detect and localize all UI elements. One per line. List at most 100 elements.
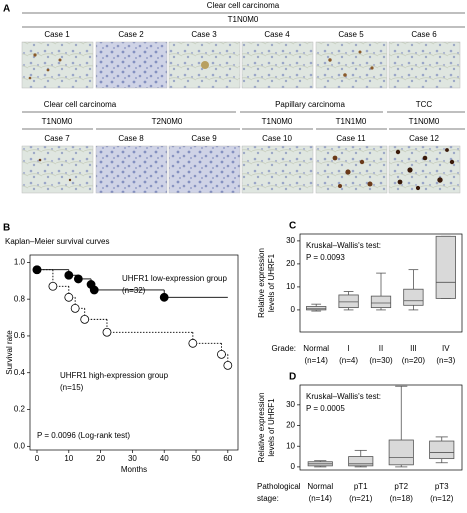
n-label: (n=4) bbox=[339, 356, 358, 365]
group-label: TCC bbox=[416, 100, 433, 109]
case-label: Case 6 bbox=[411, 30, 437, 39]
micrograph bbox=[388, 41, 461, 89]
plot-frame bbox=[29, 254, 239, 451]
y-tick-label: 20 bbox=[286, 259, 295, 268]
censor-marker bbox=[217, 349, 226, 359]
case-label: Case 5 bbox=[338, 30, 364, 39]
y-tick-label: 0.8 bbox=[14, 294, 26, 303]
x-axis-label: Grade: bbox=[272, 344, 296, 353]
x-tick-label: 60 bbox=[223, 454, 232, 463]
micrograph bbox=[21, 145, 94, 194]
censor-marker bbox=[32, 265, 42, 275]
box bbox=[435, 235, 456, 299]
x-tick-label: pT3 bbox=[435, 482, 449, 491]
y-tick-label: 0 bbox=[291, 462, 296, 471]
x-tick-label: Normal bbox=[307, 482, 333, 491]
group-label: Clear cell carcinoma bbox=[207, 1, 280, 10]
x-tick-label: Normal bbox=[303, 344, 329, 353]
censor-marker bbox=[64, 292, 74, 302]
case-label: Case 2 bbox=[118, 30, 144, 39]
stage-label: T1N0M0 bbox=[42, 117, 73, 126]
case-label: Case 10 bbox=[262, 134, 292, 143]
x-tick-label: 50 bbox=[192, 454, 201, 463]
y-tick-label: 0.2 bbox=[14, 405, 26, 414]
x-tick-label: IV bbox=[442, 344, 450, 353]
micrograph bbox=[241, 145, 314, 194]
x-tick-label: pT1 bbox=[354, 482, 368, 491]
micrograph bbox=[168, 145, 241, 194]
case-label: Case 12 bbox=[409, 134, 439, 143]
censor-marker bbox=[159, 292, 169, 302]
y-axis-label: Survival rate bbox=[5, 330, 14, 375]
x-axis-label: Months bbox=[121, 465, 147, 474]
micrograph bbox=[388, 145, 461, 194]
stain bbox=[38, 148, 455, 191]
y-tick-label: 30 bbox=[286, 400, 295, 409]
panel-label: A bbox=[3, 4, 10, 15]
case-label: Case 11 bbox=[336, 134, 366, 143]
case-label: Case 1 bbox=[44, 30, 70, 39]
censor-marker bbox=[188, 338, 198, 348]
panel-a: A Clear cell carcinoma T1N0M0 Case 1 Cas… bbox=[3, 1, 465, 194]
y-axis-label: Relative expression bbox=[257, 248, 266, 318]
plot-frame bbox=[299, 384, 463, 471]
p-value: P = 0.0005 bbox=[306, 404, 345, 413]
x-tick-label: 0 bbox=[35, 454, 40, 463]
micrograph bbox=[95, 41, 168, 89]
x-tick-label: II bbox=[379, 344, 383, 353]
x-tick-label: 10 bbox=[64, 454, 73, 463]
x-tick-label: I bbox=[347, 344, 349, 353]
group-label: Clear cell carcinoma bbox=[44, 100, 117, 109]
panel-label: B bbox=[3, 223, 10, 234]
micrograph bbox=[95, 145, 168, 194]
y-tick-label: 10 bbox=[286, 282, 295, 291]
n-label: (n=14) bbox=[309, 494, 333, 503]
box bbox=[429, 440, 455, 460]
legend-label: UHFR1 low-expression group bbox=[122, 274, 227, 283]
censor-marker bbox=[223, 360, 233, 370]
case-label: Case 8 bbox=[118, 134, 144, 143]
annotation: P = 0.0096 (Log-rank test) bbox=[37, 431, 130, 440]
y-tick-label: 10 bbox=[286, 441, 295, 450]
box bbox=[388, 439, 414, 466]
legend-n: (n=15) bbox=[60, 383, 84, 392]
y-tick-label: 30 bbox=[286, 236, 295, 245]
stage-label: T1N1M0 bbox=[336, 117, 367, 126]
censor-marker bbox=[80, 314, 90, 324]
micrograph bbox=[315, 41, 388, 89]
stage-label: T1N0M0 bbox=[228, 15, 259, 24]
x-tick-label: 20 bbox=[96, 454, 105, 463]
box bbox=[348, 456, 374, 467]
test-label: Kruskal–Wallis's test: bbox=[306, 392, 381, 401]
y-tick-label: 0.6 bbox=[14, 331, 26, 340]
n-label: (n=21) bbox=[349, 494, 373, 503]
micrograph bbox=[241, 41, 314, 89]
case-label: Case 7 bbox=[44, 134, 70, 143]
chart-title: Kaplan–Meier survival curves bbox=[5, 237, 110, 246]
censor-marker bbox=[73, 274, 83, 284]
n-label: (n=12) bbox=[430, 494, 454, 503]
panel-label: D bbox=[289, 372, 296, 383]
stain bbox=[28, 50, 374, 80]
stage-label: T1N0M0 bbox=[409, 117, 440, 126]
censor-marker bbox=[102, 327, 112, 337]
n-label: (n=3) bbox=[436, 356, 455, 365]
x-tick-label: pT2 bbox=[394, 482, 408, 491]
micrograph bbox=[21, 41, 94, 89]
panel-label: C bbox=[289, 221, 296, 232]
censor-marker bbox=[89, 285, 99, 295]
n-label: (n=18) bbox=[390, 494, 414, 503]
y-tick-label: 0.4 bbox=[14, 368, 26, 377]
group-label: Papillary carcinoma bbox=[275, 100, 345, 109]
y-tick-label: 1.0 bbox=[14, 257, 26, 266]
case-label: Case 9 bbox=[191, 134, 217, 143]
censor-marker bbox=[48, 281, 58, 291]
micrograph bbox=[315, 145, 388, 194]
test-label: Kruskal–Wallis's test: bbox=[306, 241, 381, 250]
legend-n: (n=32) bbox=[122, 286, 146, 295]
box bbox=[403, 288, 424, 306]
censor-marker bbox=[70, 303, 80, 313]
stage-label: T1N0M0 bbox=[262, 117, 293, 126]
n-label: (n=20) bbox=[402, 356, 426, 365]
